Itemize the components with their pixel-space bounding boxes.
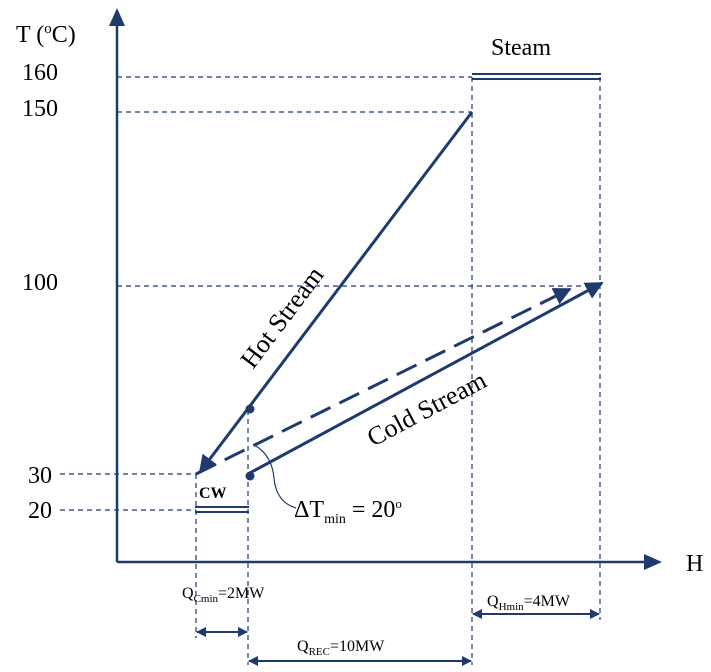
tick-30: 30: [28, 463, 52, 489]
cw-label: CW: [199, 485, 227, 502]
x-axis-arrowhead: [644, 554, 662, 570]
qhmin-label: QHmin=4MW: [487, 593, 571, 613]
hot-stream-line: [198, 111, 474, 474]
y-axis-label: T (oC): [16, 21, 76, 48]
qrec-label: QREC=10MW: [297, 638, 385, 658]
qcmin-label: QCmin=2MW: [182, 585, 265, 605]
tick-150: 150: [22, 96, 58, 122]
tick-160: 160: [22, 60, 58, 86]
x-axis-label: H: [686, 551, 703, 577]
pinch-hot-dot: [245, 404, 255, 414]
y-axis-arrowhead: [109, 8, 125, 26]
cold-stream-line: [247, 281, 604, 476]
dtmin-leader: [255, 445, 297, 509]
tick-100: 100: [22, 270, 58, 296]
cold-stream-shifted-line: [195, 287, 572, 476]
steam-label: Steam: [491, 35, 551, 61]
dtmin-label: ΔTmin = 20o: [294, 496, 402, 527]
pinch-cold-dot: [245, 471, 255, 481]
tick-20: 20: [28, 498, 52, 524]
